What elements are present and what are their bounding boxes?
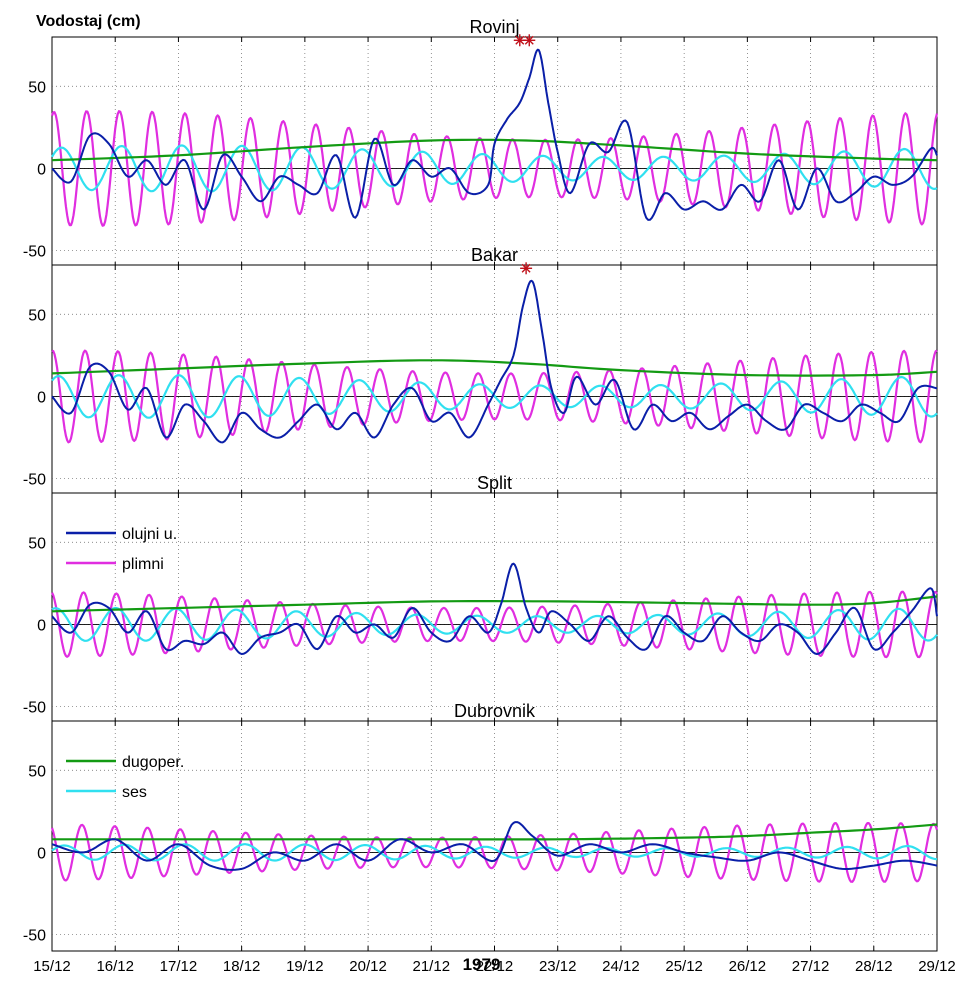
series-tide-line	[50, 110, 939, 227]
x-tick-label: 24/12	[602, 958, 640, 975]
x-tick-label: 20/12	[349, 958, 387, 975]
series-seiche-line	[51, 843, 938, 862]
x-tick-label: 28/12	[855, 958, 893, 975]
peak-marker	[524, 35, 534, 45]
y-tick-label: -50	[23, 472, 46, 489]
series-seiche-line	[51, 606, 938, 642]
y-axis-label: Vodostaj (cm)	[36, 13, 141, 30]
x-tick-label: 22/12	[476, 958, 514, 975]
y-tick-label: 50	[28, 307, 46, 324]
x-tick-label: 15/12	[33, 958, 71, 975]
x-tick-label: 25/12	[665, 958, 703, 975]
y-tick-label: 50	[28, 763, 46, 780]
series-storm-line	[51, 279, 938, 444]
series-storm-line	[51, 48, 938, 221]
x-tick-label: 23/12	[539, 958, 577, 975]
peak-marker	[521, 263, 531, 273]
x-axis-label: 1979	[462, 955, 501, 974]
y-tick-label: -50	[23, 928, 46, 945]
series-longperiod-line	[51, 359, 938, 377]
series-seiche-line	[51, 374, 938, 419]
series-longperiod-line	[52, 823, 938, 841]
y-tick-label: 50	[28, 79, 46, 96]
y-tick-label: 0	[37, 617, 46, 634]
panel-title: Bakar	[471, 245, 518, 265]
legend-label-longperiod: dugoper.	[122, 754, 184, 771]
legend-label-tide: plimni	[122, 556, 164, 573]
x-tick-label: 27/12	[792, 958, 830, 975]
peak-marker	[515, 35, 525, 45]
panel-title: Dubrovnik	[454, 701, 536, 721]
y-tick-label: 0	[37, 389, 46, 406]
legend-label-storm: olujni u.	[122, 526, 177, 543]
x-tick-label: 18/12	[223, 958, 261, 975]
series-longperiod-line	[51, 595, 938, 613]
panel-title: Rovinj	[469, 17, 519, 37]
y-tick-label: -50	[23, 244, 46, 261]
x-tick-label: 17/12	[160, 958, 198, 975]
x-tick-label: 16/12	[96, 958, 134, 975]
series-storm-line	[51, 562, 938, 655]
panel-frame	[51, 264, 938, 496]
x-tick-label: 19/12	[286, 958, 324, 975]
series-tide-line	[50, 822, 939, 883]
series-longperiod-line	[51, 138, 938, 162]
series-tide-line	[51, 590, 938, 659]
panel-frame	[51, 36, 938, 268]
y-tick-label: 0	[37, 161, 46, 178]
x-tick-label: 21/12	[413, 958, 451, 975]
y-tick-label: 50	[28, 535, 46, 552]
x-tick-label: 26/12	[729, 958, 767, 975]
series-storm-line	[51, 821, 938, 871]
panel-title: Split	[477, 473, 512, 493]
series-tide-line	[51, 349, 938, 444]
x-tick-label: 29/12	[918, 958, 956, 975]
y-tick-label: -50	[23, 700, 46, 717]
panel-frame	[51, 720, 938, 952]
y-tick-label: 0	[37, 845, 46, 862]
legend-label-seiche: ses	[122, 784, 147, 801]
